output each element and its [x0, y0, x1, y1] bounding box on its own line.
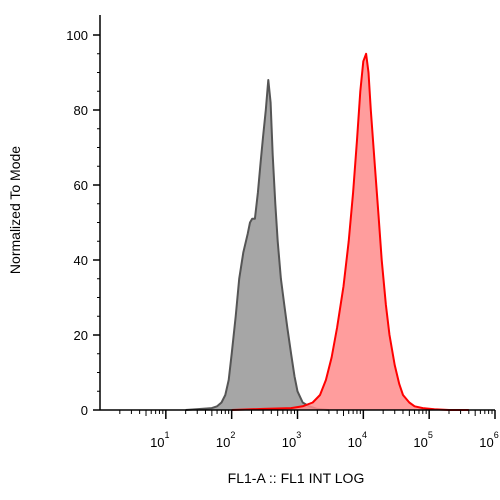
- series-1-line: [185, 79, 329, 411]
- y-tick-label-80: 80: [74, 103, 88, 118]
- x-tick-label-3: 103: [282, 430, 301, 450]
- x-tick-label-4: 104: [348, 430, 367, 450]
- axes-layer: [99, 15, 495, 411]
- x-tick-label-2: 102: [216, 430, 235, 450]
- series-2-line: [231, 52, 469, 411]
- series-layer: [185, 52, 469, 411]
- x-axis-title: FL1-A :: FL1 INT LOG: [228, 470, 365, 486]
- y-axis-title: Normalized To Mode: [7, 146, 23, 274]
- x-tick-label-1: 101: [150, 430, 169, 450]
- x-tick-label-5: 105: [413, 430, 432, 450]
- y-tick-label-20: 20: [74, 328, 88, 343]
- series-1-area: [185, 80, 329, 410]
- x-tick-label-6: 106: [479, 430, 498, 450]
- y-tick-label-0: 0: [81, 403, 88, 418]
- y-tick-label-40: 40: [74, 253, 88, 268]
- y-tick-label-60: 60: [74, 178, 88, 193]
- ticks-layer: 0 20 40 60 80 100 101 102 103 104 105 106: [66, 28, 498, 450]
- y-tick-label-100: 100: [66, 28, 88, 43]
